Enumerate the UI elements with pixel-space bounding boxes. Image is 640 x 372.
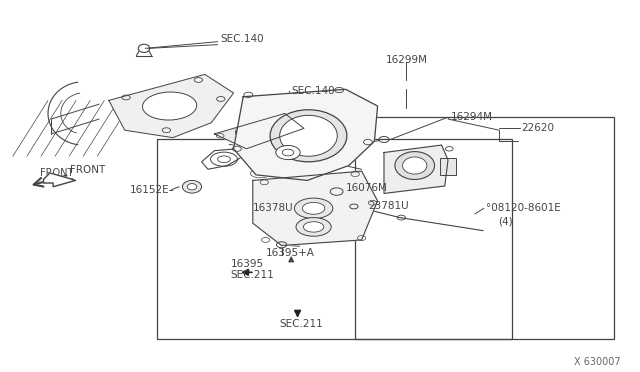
Ellipse shape — [395, 152, 435, 179]
Ellipse shape — [143, 92, 196, 120]
Polygon shape — [44, 173, 76, 187]
Text: (4): (4) — [499, 217, 513, 226]
Polygon shape — [214, 113, 304, 149]
Text: SEC.140: SEC.140 — [221, 34, 264, 44]
Polygon shape — [253, 171, 378, 246]
Text: 22620: 22620 — [522, 124, 555, 133]
Ellipse shape — [182, 180, 202, 193]
Text: 16378U: 16378U — [253, 203, 293, 213]
Ellipse shape — [276, 145, 300, 160]
Text: °08120-8601E: °08120-8601E — [486, 203, 561, 213]
Ellipse shape — [294, 198, 333, 218]
Text: 16294M: 16294M — [451, 112, 493, 122]
Ellipse shape — [296, 218, 332, 236]
Text: SEC.211: SEC.211 — [279, 319, 323, 328]
Ellipse shape — [280, 115, 337, 156]
Ellipse shape — [236, 120, 283, 143]
Ellipse shape — [270, 110, 347, 162]
Text: SEC.211: SEC.211 — [230, 270, 274, 280]
Ellipse shape — [187, 183, 197, 190]
Text: 16299M: 16299M — [385, 55, 428, 64]
Text: 16395+A: 16395+A — [266, 248, 314, 258]
Ellipse shape — [303, 222, 324, 232]
Polygon shape — [384, 145, 448, 193]
Text: 16152E: 16152E — [130, 185, 170, 195]
Bar — [157, 140, 512, 339]
Bar — [440, 158, 456, 175]
Polygon shape — [109, 74, 234, 138]
Text: SEC.140: SEC.140 — [291, 86, 335, 96]
Bar — [355, 117, 614, 339]
Text: FRONT: FRONT — [40, 168, 73, 178]
Text: FRONT: FRONT — [70, 165, 106, 175]
Text: 16395: 16395 — [230, 259, 264, 269]
Ellipse shape — [303, 202, 325, 214]
Text: 16076M: 16076M — [346, 183, 387, 193]
Text: X 630007: X 630007 — [574, 357, 621, 366]
Ellipse shape — [403, 157, 427, 174]
Polygon shape — [234, 89, 378, 180]
Text: 23781U: 23781U — [368, 202, 408, 211]
